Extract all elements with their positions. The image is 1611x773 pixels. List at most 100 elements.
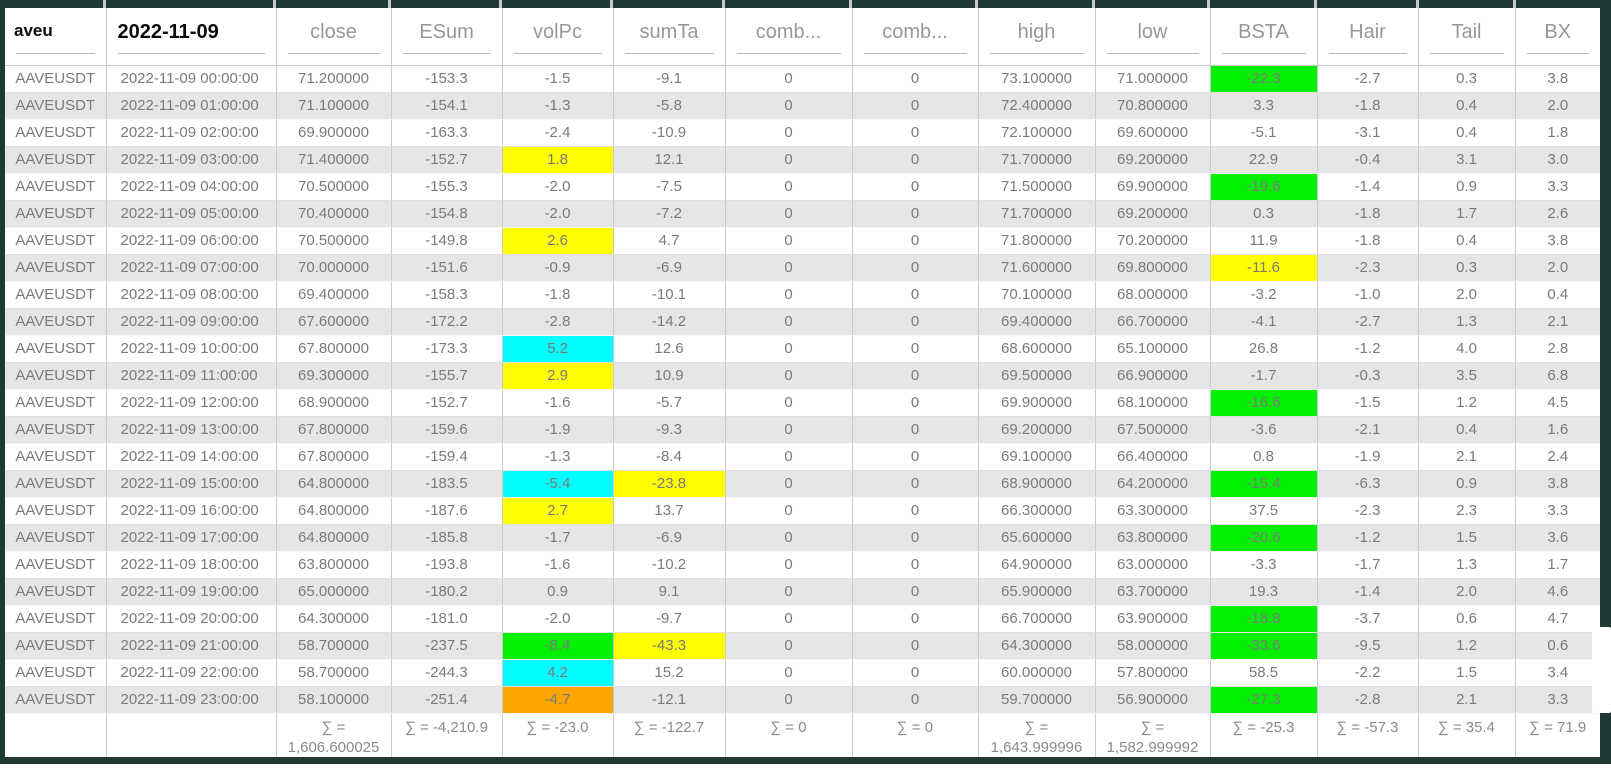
cell-close[interactable]: 70.400000 <box>276 200 392 228</box>
cell-Tail[interactable]: 0.9 <box>1418 470 1516 498</box>
cell-date[interactable]: 2022-11-09 08:00:00 <box>106 281 277 309</box>
cell-Tail[interactable]: 0.3 <box>1418 254 1516 282</box>
cell-high[interactable]: 73.100000 <box>978 65 1096 93</box>
cell-aveu[interactable]: AAVEUSDT <box>5 578 107 606</box>
cell-volPc[interactable]: -2.0 <box>502 173 614 201</box>
cell-volPc[interactable]: 2.6 <box>502 227 614 255</box>
cell-low[interactable]: 57.800000 <box>1095 659 1211 687</box>
cell-date[interactable]: 2022-11-09 09:00:00 <box>106 308 277 336</box>
cell-volPc[interactable]: -1.3 <box>502 443 614 471</box>
cell-BSTA[interactable]: -15.4 <box>1210 470 1318 498</box>
cell-BX[interactable]: 4.6 <box>1515 578 1600 606</box>
cell-Hair[interactable]: -2.7 <box>1317 308 1419 336</box>
cell-ESum[interactable]: -159.4 <box>391 443 503 471</box>
cell-high[interactable]: 70.100000 <box>978 281 1096 309</box>
cell-close[interactable]: 71.100000 <box>276 92 392 120</box>
cell-Tail[interactable]: 0.4 <box>1418 92 1516 120</box>
cell-aveu[interactable]: AAVEUSDT <box>5 551 107 579</box>
cell-close[interactable]: 70.500000 <box>276 173 392 201</box>
cell-volPc[interactable]: -1.9 <box>502 416 614 444</box>
cell-high[interactable]: 71.800000 <box>978 227 1096 255</box>
cell-close[interactable]: 71.400000 <box>276 146 392 174</box>
cell-Tail[interactable]: 0.3 <box>1418 65 1516 93</box>
cell-close[interactable]: 67.800000 <box>276 443 392 471</box>
cell-date[interactable]: 2022-11-09 12:00:00 <box>106 389 277 417</box>
cell-high[interactable]: 69.400000 <box>978 308 1096 336</box>
cell-sumTa[interactable]: -14.2 <box>613 308 726 336</box>
cell-comb1[interactable]: 0 <box>725 173 853 201</box>
cell-low[interactable]: 58.000000 <box>1095 632 1211 660</box>
cell-Tail[interactable]: 1.2 <box>1418 389 1516 417</box>
cell-date[interactable]: 2022-11-09 02:00:00 <box>106 119 277 147</box>
cell-aveu[interactable]: AAVEUSDT <box>5 119 107 147</box>
cell-comb2[interactable]: 0 <box>852 146 979 174</box>
cell-BSTA[interactable]: -3.6 <box>1210 416 1318 444</box>
cell-sumTa[interactable]: -5.8 <box>613 92 726 120</box>
column-header-low[interactable]: low <box>1095 8 1211 66</box>
cell-volPc[interactable]: -0.9 <box>502 254 614 282</box>
cell-sumTa[interactable]: 4.7 <box>613 227 726 255</box>
cell-ESum[interactable]: -152.7 <box>391 389 503 417</box>
cell-BSTA[interactable]: 0.8 <box>1210 443 1318 471</box>
vertical-scrollbar-thumb[interactable] <box>1592 627 1611 713</box>
cell-date[interactable]: 2022-11-09 18:00:00 <box>106 551 277 579</box>
column-header-comb1[interactable]: comb... <box>725 8 853 66</box>
cell-comb1[interactable]: 0 <box>725 632 853 660</box>
cell-high[interactable]: 72.100000 <box>978 119 1096 147</box>
cell-sumTa[interactable]: -6.9 <box>613 254 726 282</box>
cell-BSTA[interactable]: -20.6 <box>1210 524 1318 552</box>
cell-low[interactable]: 71.000000 <box>1095 65 1211 93</box>
cell-volPc[interactable]: -2.8 <box>502 308 614 336</box>
cell-BX[interactable]: 0.6 <box>1515 632 1600 660</box>
cell-date[interactable]: 2022-11-09 05:00:00 <box>106 200 277 228</box>
cell-Tail[interactable]: 1.5 <box>1418 659 1516 687</box>
cell-close[interactable]: 71.200000 <box>276 65 392 93</box>
cell-comb2[interactable]: 0 <box>852 632 979 660</box>
cell-BX[interactable]: 3.8 <box>1515 470 1600 498</box>
cell-close[interactable]: 64.800000 <box>276 524 392 552</box>
cell-BSTA[interactable]: -19.6 <box>1210 173 1318 201</box>
cell-volPc[interactable]: -8.4 <box>502 632 614 660</box>
cell-comb2[interactable]: 0 <box>852 443 979 471</box>
cell-BSTA[interactable]: -33.6 <box>1210 632 1318 660</box>
cell-ESum[interactable]: -180.2 <box>391 578 503 606</box>
cell-sumTa[interactable]: 15.2 <box>613 659 726 687</box>
cell-comb1[interactable]: 0 <box>725 551 853 579</box>
cell-aveu[interactable]: AAVEUSDT <box>5 65 107 93</box>
cell-Tail[interactable]: 2.0 <box>1418 281 1516 309</box>
cell-Hair[interactable]: -2.2 <box>1317 659 1419 687</box>
cell-aveu[interactable]: AAVEUSDT <box>5 524 107 552</box>
cell-low[interactable]: 66.900000 <box>1095 362 1211 390</box>
cell-aveu[interactable]: AAVEUSDT <box>5 470 107 498</box>
cell-comb2[interactable]: 0 <box>852 578 979 606</box>
cell-close[interactable]: 63.800000 <box>276 551 392 579</box>
cell-ESum[interactable]: -158.3 <box>391 281 503 309</box>
cell-sumTa[interactable]: -8.4 <box>613 443 726 471</box>
cell-Hair[interactable]: -1.4 <box>1317 578 1419 606</box>
cell-low[interactable]: 63.700000 <box>1095 578 1211 606</box>
cell-close[interactable]: 68.900000 <box>276 389 392 417</box>
cell-ESum[interactable]: -159.6 <box>391 416 503 444</box>
cell-Tail[interactable]: 0.6 <box>1418 605 1516 633</box>
cell-sumTa[interactable]: -5.7 <box>613 389 726 417</box>
cell-date[interactable]: 2022-11-09 15:00:00 <box>106 470 277 498</box>
cell-comb1[interactable]: 0 <box>725 416 853 444</box>
cell-high[interactable]: 71.700000 <box>978 146 1096 174</box>
cell-sumTa[interactable]: -6.9 <box>613 524 726 552</box>
cell-volPc[interactable]: -4.7 <box>502 686 614 714</box>
cell-volPc[interactable]: 0.9 <box>502 578 614 606</box>
cell-close[interactable]: 69.900000 <box>276 119 392 147</box>
cell-Hair[interactable]: -1.9 <box>1317 443 1419 471</box>
cell-Hair[interactable]: -3.1 <box>1317 119 1419 147</box>
cell-close[interactable]: 69.300000 <box>276 362 392 390</box>
cell-BX[interactable]: 6.8 <box>1515 362 1600 390</box>
cell-sumTa[interactable]: -10.9 <box>613 119 726 147</box>
cell-aveu[interactable]: AAVEUSDT <box>5 686 107 714</box>
cell-ESum[interactable]: -155.7 <box>391 362 503 390</box>
cell-ESum[interactable]: -152.7 <box>391 146 503 174</box>
cell-high[interactable]: 69.500000 <box>978 362 1096 390</box>
cell-volPc[interactable]: -1.7 <box>502 524 614 552</box>
cell-BSTA[interactable]: -3.2 <box>1210 281 1318 309</box>
cell-BX[interactable]: 3.0 <box>1515 146 1600 174</box>
cell-low[interactable]: 69.200000 <box>1095 146 1211 174</box>
